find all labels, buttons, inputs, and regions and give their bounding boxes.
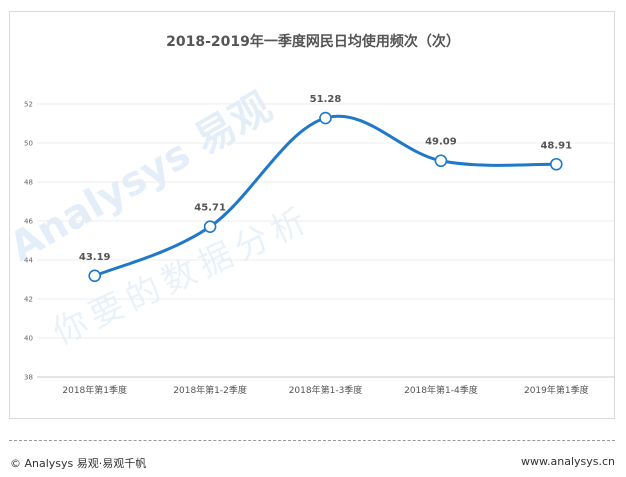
data-label: 43.19 [79,252,111,263]
data-point [88,269,101,283]
data-labels: 43.19 45.71 51.28 49.09 48.91 [79,94,572,263]
data-label: 51.28 [310,94,342,105]
chart-frame [9,11,615,419]
x-axis-ticks: 2018年第1季度 2018年第1-2季度 2018年第1-3季度 2018年第1-4… [62,384,588,396]
x-tick-label: 2018年第1-2季度 [173,384,247,396]
footer-website: www.analysys.cn [521,455,615,468]
x-tick-label: 2018年第1季度 [62,384,127,396]
y-axis-ticks: 38 40 42 44 46 48 50 52 [24,101,33,382]
y-tick-label: 46 [24,218,33,226]
watermark: Analysys 易观 你要的数据分析 [2,84,318,353]
y-tick-label: 38 [24,374,33,382]
data-point [319,111,332,125]
y-tick-label: 42 [24,296,33,304]
line-chart: Analysys 易观 你要的数据分析 38 40 42 44 46 48 50 52 201… [2,84,614,396]
data-label: 48.91 [540,140,572,151]
y-tick-label: 50 [24,140,33,148]
data-point [549,157,563,171]
x-tick-label: 2018年第1-4季度 [404,384,478,396]
data-label: 49.09 [425,137,457,148]
footer-divider [9,440,615,441]
y-tick-label: 44 [24,257,33,265]
series-markers [88,111,563,283]
chart-title: 2018-2019年一季度网民日均使用频次（次） [166,34,460,50]
y-tick-label: 40 [24,335,33,343]
gridlines [37,103,614,378]
data-point [434,154,448,168]
data-label: 45.71 [194,203,226,214]
data-point [203,220,217,233]
y-tick-label: 52 [24,101,33,109]
x-tick-label: 2018年第1-3季度 [289,384,363,396]
x-tick-label: 2019年第1季度 [524,384,589,396]
y-tick-label: 48 [24,179,33,187]
footer-copyright: © Analysys 易观·易观千帆 [10,457,147,470]
